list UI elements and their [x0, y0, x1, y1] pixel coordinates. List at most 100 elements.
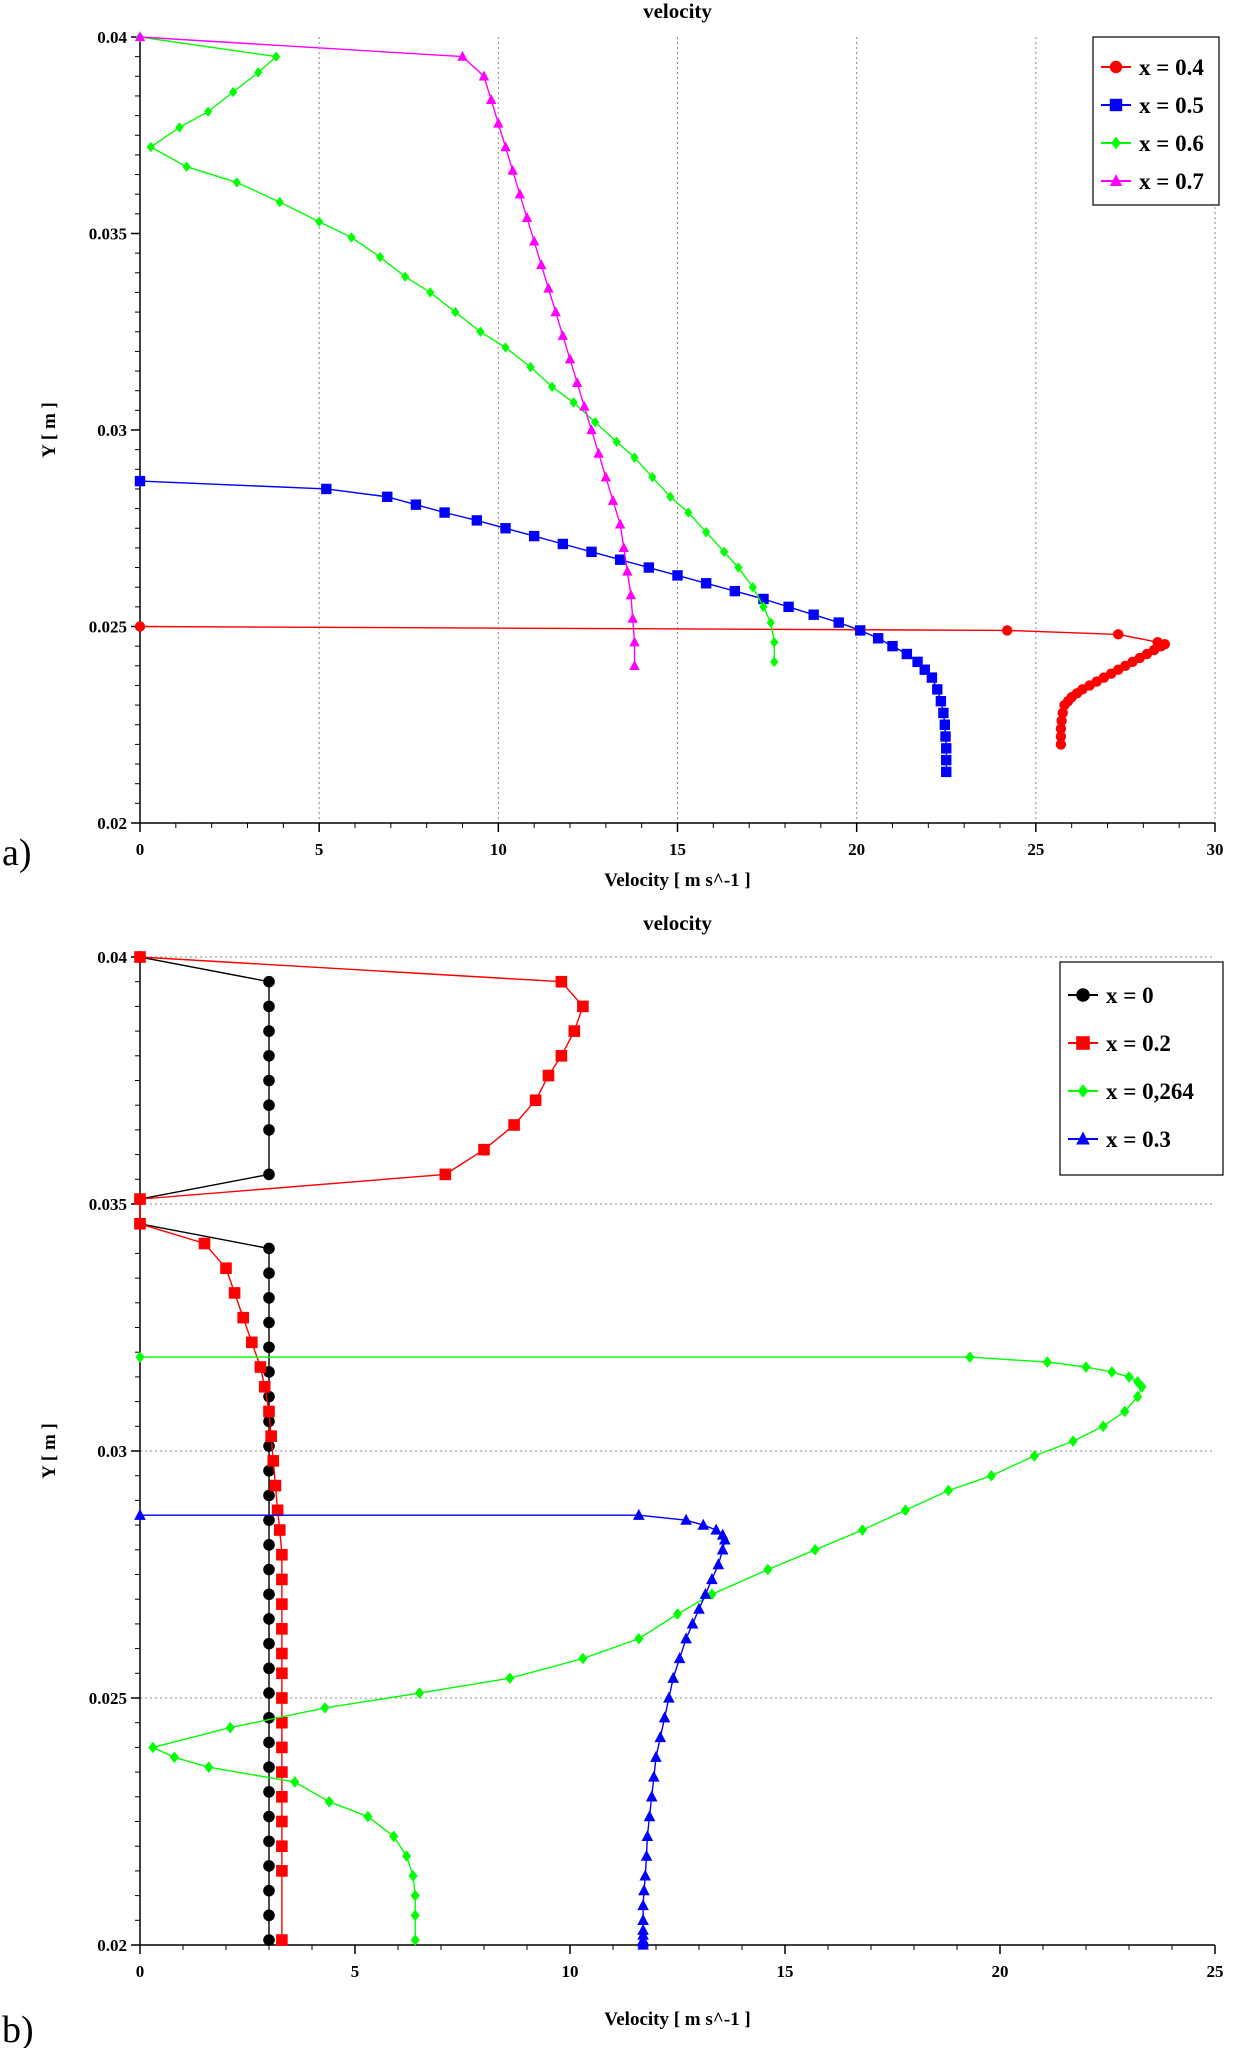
y-tick-label: 0.04: [97, 948, 127, 967]
data-point: [375, 251, 385, 263]
data-point: [263, 1390, 275, 1403]
data-point: [1056, 715, 1067, 727]
legend-marker: [1109, 174, 1123, 186]
grid: [318, 37, 1216, 823]
data-point: [680, 1632, 692, 1644]
data-point: [555, 975, 568, 988]
data-point: [521, 212, 533, 222]
data-point: [263, 1835, 275, 1848]
data-point: [833, 617, 844, 628]
legend-marker: [1111, 136, 1121, 150]
series-line: [139, 956, 270, 1941]
data-point: [1001, 625, 1013, 636]
data-point: [478, 1143, 490, 1156]
data-point: [643, 1810, 656, 1822]
data-point: [1059, 699, 1070, 711]
data-point: [426, 287, 435, 298]
data-point: [577, 1000, 589, 1013]
data-point: [986, 1469, 997, 1482]
panel-label-b: b): [2, 2009, 34, 2048]
data-point: [204, 1761, 214, 1773]
data-point: [263, 1810, 275, 1823]
data-point: [276, 1934, 288, 1946]
data-point: [590, 416, 600, 428]
data-point: [457, 50, 468, 61]
x-tick-label: 15: [669, 840, 686, 859]
data-point: [263, 1736, 275, 1749]
data-point: [169, 1751, 180, 1764]
data-point: [263, 1909, 275, 1922]
data-point: [263, 1341, 275, 1354]
data-point: [263, 1563, 275, 1576]
data-point: [246, 1336, 258, 1349]
data-point: [1120, 1405, 1130, 1418]
data-point: [629, 636, 640, 647]
y-tick-label: 0.03: [97, 421, 127, 440]
data-point: [263, 1514, 275, 1526]
series-x-0-4: [134, 621, 1171, 750]
data-point: [258, 1380, 271, 1393]
y-tick-label: 0.025: [89, 1689, 127, 1708]
data-point: [658, 1711, 671, 1723]
data-point: [146, 141, 155, 153]
x-axis-label: Velocity [ m s^-1 ]: [604, 2009, 750, 2030]
data-point: [557, 538, 569, 550]
data-point: [758, 593, 769, 605]
data-point: [543, 282, 554, 293]
data-point: [263, 1316, 275, 1329]
data-point: [1057, 707, 1068, 719]
data-point: [134, 621, 146, 632]
data-point: [414, 1687, 425, 1699]
data-point: [663, 1691, 675, 1703]
data-point: [625, 589, 637, 600]
data-point: [273, 1524, 286, 1536]
legend-label: x = 0.7: [1139, 169, 1204, 194]
data-point: [290, 1776, 300, 1788]
data-point: [547, 381, 557, 392]
data-point: [766, 617, 775, 628]
series-x-0-2: [134, 951, 589, 1946]
x-tick-label: 0: [136, 1962, 145, 1981]
data-point: [134, 951, 146, 963]
data-point: [1055, 739, 1067, 750]
data-point: [607, 495, 619, 505]
data-point: [857, 1524, 868, 1536]
data-point: [770, 656, 779, 668]
data-point: [1055, 723, 1067, 734]
y-tick-label: 0.035: [89, 225, 127, 244]
data-point: [389, 1830, 399, 1843]
chart-b: 0 5 10 15 20 25 0.02 0.025 0.03 0.035 0.04 velocity…: [39, 911, 1224, 2030]
data-point: [634, 1632, 644, 1645]
data-point: [1132, 1390, 1143, 1403]
data-point: [712, 1558, 725, 1570]
chart-a: 0 5 10 15 20 25 30 0.02 0.025 0.03 0.035 0.04 veloci…: [39, 0, 1224, 891]
data-point: [401, 1850, 412, 1862]
data-point: [228, 1287, 241, 1299]
data-point: [276, 1647, 288, 1660]
data-point: [872, 633, 884, 644]
data-point: [1124, 1371, 1134, 1383]
data-point: [940, 731, 951, 742]
y-tick-label: 0.02: [97, 814, 127, 833]
legend-marker: [1076, 1036, 1090, 1050]
data-point: [564, 353, 576, 364]
data-point: [700, 578, 712, 589]
data-point: [263, 1050, 275, 1062]
data-point: [667, 1671, 679, 1683]
data-point: [939, 719, 951, 730]
legend-marker: [1076, 1131, 1090, 1145]
data-point: [614, 518, 626, 529]
series-line: [139, 36, 775, 662]
data-point: [550, 306, 561, 317]
data-point: [1081, 1361, 1091, 1373]
legend-marker: [1077, 1084, 1089, 1098]
data-point: [263, 975, 275, 988]
y-tick-label: 0.035: [89, 1195, 127, 1214]
data-point: [134, 1217, 146, 1230]
data-point: [600, 471, 612, 482]
data-point: [1055, 731, 1067, 742]
data-point: [263, 1440, 275, 1452]
data-point: [254, 67, 263, 78]
data-point: [637, 1899, 649, 1911]
